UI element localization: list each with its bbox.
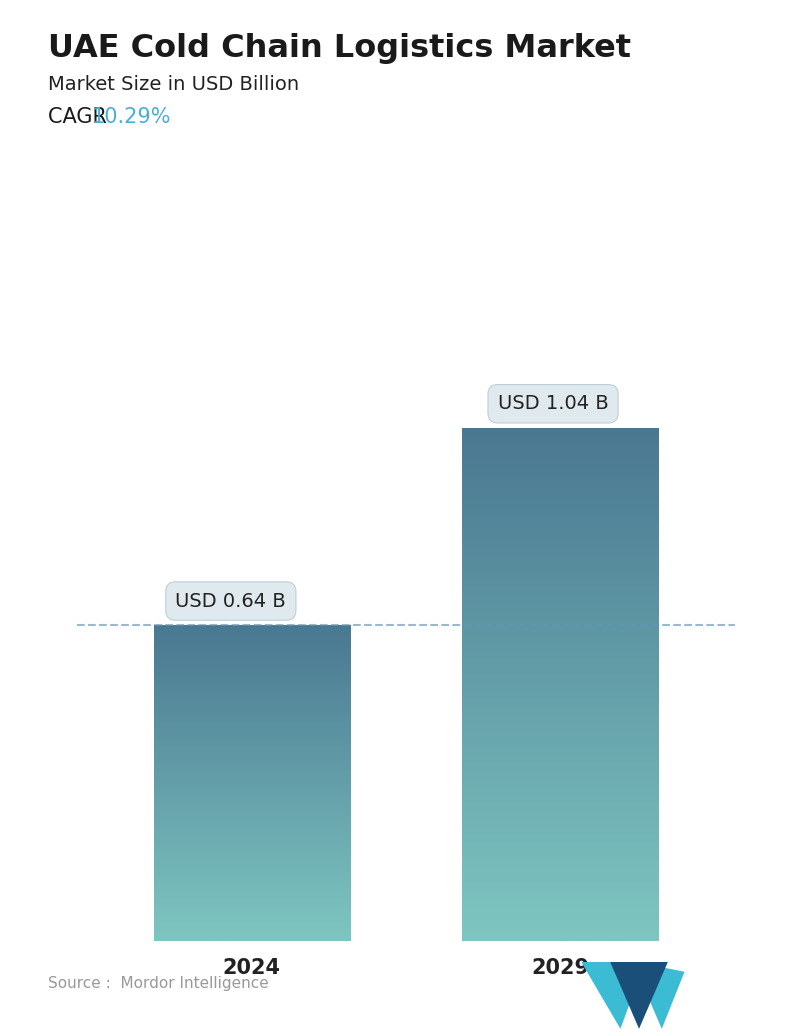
Text: UAE Cold Chain Logistics Market: UAE Cold Chain Logistics Market bbox=[48, 33, 630, 64]
Polygon shape bbox=[633, 962, 685, 1029]
Text: Source :  Mordor Intelligence: Source : Mordor Intelligence bbox=[48, 975, 268, 991]
Polygon shape bbox=[610, 962, 668, 1029]
Text: CAGR: CAGR bbox=[48, 107, 120, 126]
Text: USD 0.64 B: USD 0.64 B bbox=[175, 591, 287, 610]
Polygon shape bbox=[581, 962, 646, 1029]
Text: Market Size in USD Billion: Market Size in USD Billion bbox=[48, 75, 298, 94]
Text: USD 1.04 B: USD 1.04 B bbox=[498, 394, 608, 414]
Text: 10.29%: 10.29% bbox=[92, 107, 171, 126]
